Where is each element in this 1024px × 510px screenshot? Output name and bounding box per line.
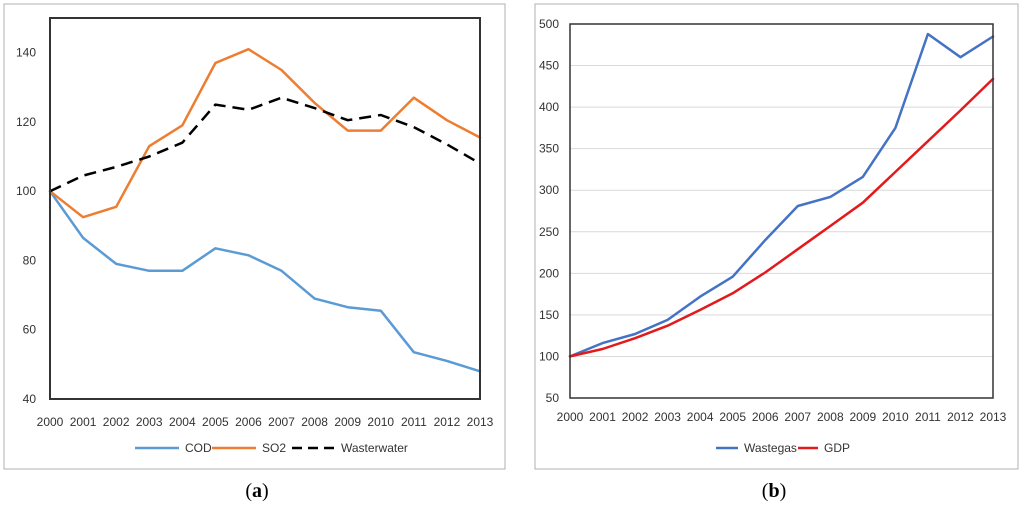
chart-b-x-tick-label: 2011: [915, 410, 941, 424]
legend-label-gdp: GDP: [824, 441, 850, 455]
series-line-wasterwater: [49, 96, 481, 193]
chart-a-y-tick-label: 140: [16, 46, 36, 60]
chart-b-x-tick-label: 2008: [817, 410, 844, 424]
chart-b-y-tick-label: 450: [539, 59, 559, 73]
chart-a-y-tick-label: 80: [23, 253, 37, 267]
series-line-gdp: [568, 77, 995, 358]
chart-a-plot-frame: [49, 17, 481, 400]
chart-b-border: [534, 3, 1019, 470]
chart-b-x-tick-label: 2013: [980, 410, 1007, 424]
chart-b-x-tick-label: 2001: [589, 410, 616, 424]
chart-b-x-tick-label: 2010: [882, 410, 909, 424]
chart-b-y-tick-label: 100: [539, 349, 559, 363]
chart-a-y-tick-label: 120: [16, 115, 36, 129]
chart-a-x-tick-label: 2009: [334, 415, 361, 429]
chart-panel-b: 50 100 150 200 250 300 350 400 450 500 2000 2001 20…: [534, 3, 1019, 502]
chart-a-x-tick-label: 2012: [434, 415, 461, 429]
caption-b: (b): [762, 480, 786, 502]
chart-a-x-tick-label: 2013: [467, 415, 494, 429]
chart-b-plot-frame: [569, 23, 994, 399]
chart-a-x-tick-label: 2008: [301, 415, 328, 429]
chart-b-x-tick-label: 2002: [622, 410, 649, 424]
chart-a-x-tick-label: 2010: [367, 415, 394, 429]
chart-b-y-tick-label: 50: [546, 391, 560, 405]
chart-a-x-tick-label: 2001: [70, 415, 97, 429]
chart-b-y-tick-label: 400: [539, 100, 559, 114]
chart-b-y-tick-label: 250: [539, 225, 559, 239]
chart-b-y-tick-label: 300: [539, 183, 559, 197]
chart-a-x-tick-label: 2006: [235, 415, 262, 429]
chart-b-x-tick-label: 2005: [719, 410, 746, 424]
chart-b-y-tick-label: 200: [539, 266, 559, 280]
chart-a-x-tick-label: 2002: [103, 415, 130, 429]
chart-b-x-tick-label: 2003: [654, 410, 681, 424]
chart-b-y-tick-label: 500: [539, 17, 559, 31]
legend-label-so2: SO2: [262, 441, 286, 455]
chart-a-x-tick-label: 2003: [136, 415, 163, 429]
chart-a-x-tick-label: 2007: [268, 415, 295, 429]
caption-a: (a): [245, 480, 268, 502]
series-line-wastegas: [568, 32, 995, 358]
chart-b-x-tick-label: 2009: [849, 410, 876, 424]
chart-a-x-tick-label: 2000: [37, 415, 64, 429]
chart-a-x-tick-label: 2011: [401, 415, 427, 429]
chart-a-x-tick-label: 2005: [202, 415, 229, 429]
chart-b-y-tick-label: 150: [539, 308, 559, 322]
chart-b-y-tick-label: 350: [539, 142, 559, 156]
chart-panel-a: 40 60 80 100 120 140 2000 2001 2002 2003 2004 2005…: [3, 3, 506, 502]
legend-label-cod: COD: [185, 441, 212, 455]
chart-b-x-tick-label: 2012: [947, 410, 974, 424]
chart-a-y-tick-label: 40: [23, 392, 37, 406]
chart-b-x-tick-label: 2007: [784, 410, 811, 424]
chart-b-x-tick-label: 2004: [687, 410, 714, 424]
series-line-so2: [48, 47, 482, 219]
chart-a-border: [3, 3, 506, 470]
legend-label-wasterwater: Wasterwater: [341, 441, 408, 455]
chart-a-y-tick-label: 60: [23, 323, 37, 337]
legend-label-wastegas: Wastegas: [744, 441, 797, 455]
chart-b-x-tick-label: 2006: [752, 410, 779, 424]
chart-b-x-tick-label: 2000: [557, 410, 584, 424]
chart-a-y-tick-label: 100: [16, 184, 36, 198]
chart-a-x-tick-label: 2004: [169, 415, 196, 429]
series-line-cod: [48, 189, 482, 373]
